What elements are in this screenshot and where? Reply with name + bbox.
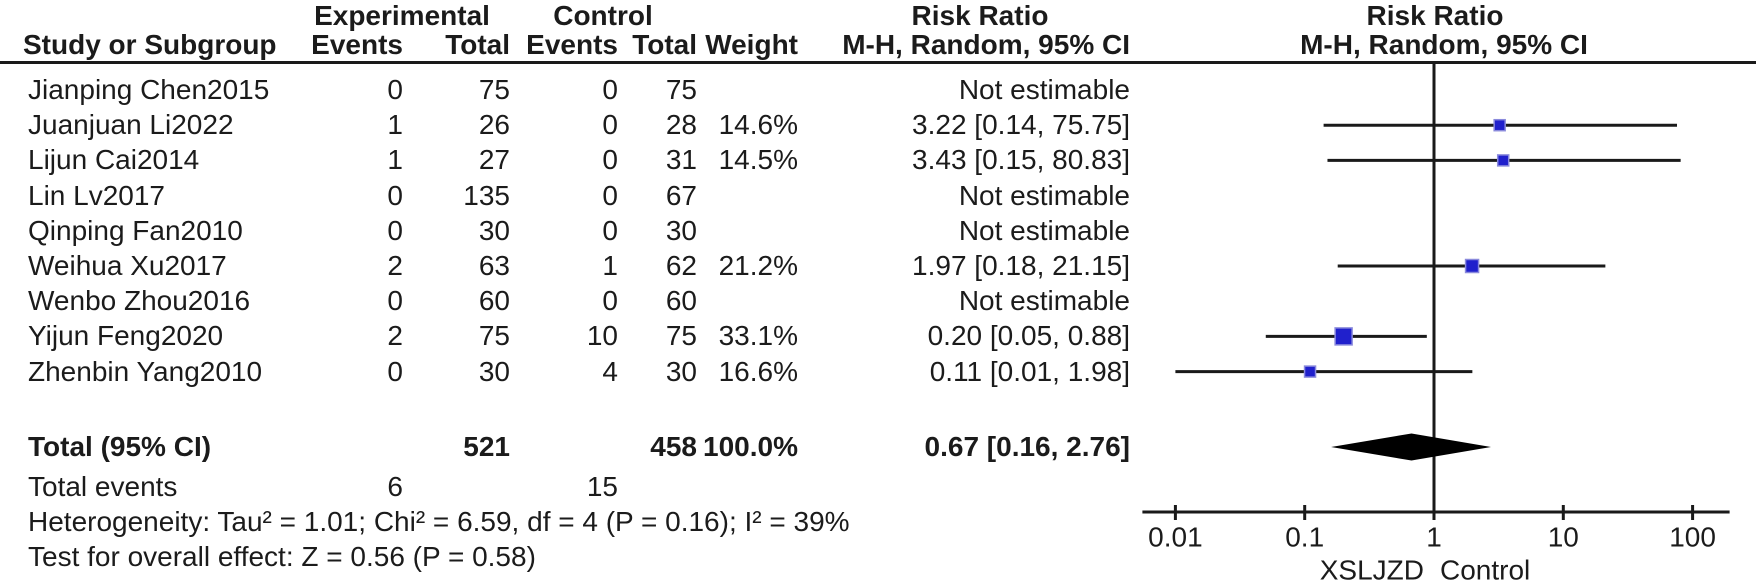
- cell-ctrl_total: 60: [665, 285, 697, 317]
- cell-exp_events: 2: [387, 320, 403, 352]
- cell-rr: 3.22 [0.14, 75.75]: [912, 109, 1130, 141]
- total-events-ctrl: 15: [586, 471, 618, 502]
- column-header-mh-ci-plot: M-H, Random, 95% CI: [1300, 29, 1588, 60]
- cell-exp_events: 1: [387, 144, 403, 176]
- cell-ctrl_events: 1: [602, 250, 618, 281]
- effect-estimate-marker: [1303, 365, 1317, 378]
- cell-weight: 14.6%: [718, 109, 798, 141]
- cell-exp_total: 60: [478, 285, 510, 317]
- study-label: Weihua Xu2017: [28, 250, 227, 281]
- effect-estimate-marker: [1334, 327, 1353, 346]
- study-label: Lin Lv2017: [28, 179, 166, 211]
- column-group-risk-ratio-text: Risk Ratio: [911, 0, 1049, 31]
- cell-rr: 1.97 [0.18, 21.15]: [912, 250, 1130, 281]
- cell-exp_total: 30: [478, 214, 510, 246]
- cell-exp_events: 0: [387, 214, 403, 246]
- study-label: Yijun Feng2020: [28, 320, 224, 352]
- axis-caption-control-group: Control: [1440, 554, 1530, 585]
- total-events-label: Total events: [28, 471, 178, 502]
- total-ctrl-total: 458: [650, 431, 697, 462]
- cell-weight: 14.5%: [718, 144, 798, 176]
- cell-exp_total: 27: [478, 144, 510, 176]
- x-axis-tick-label: 0.01: [1148, 521, 1203, 552]
- cell-exp_events: 2: [387, 250, 403, 281]
- column-header-exp-total: Total: [445, 29, 510, 60]
- column-header-ctrl-total: Total: [632, 29, 697, 60]
- cell-ctrl_events: 10: [586, 320, 618, 352]
- cell-exp_events: 0: [387, 74, 403, 105]
- cell-ctrl_total: 75: [665, 74, 697, 105]
- column-header-study: Study or Subgroup: [23, 29, 277, 60]
- column-header-ctrl-events: Events: [526, 29, 618, 60]
- heterogeneity-stats: Heterogeneity: Tau² = 1.01; Chi² = 6.59,…: [28, 506, 850, 537]
- x-axis-tick-label: 10: [1548, 521, 1579, 552]
- study-label: Wenbo Zhou2016: [28, 285, 251, 317]
- cell-rr: Not estimable: [958, 74, 1130, 105]
- cell-weight: 33.1%: [718, 320, 798, 352]
- study-label: Qinping Fan2010: [28, 214, 243, 246]
- study-label: Zhenbin Yang2010: [28, 355, 263, 387]
- total-exp-total: 521: [463, 431, 510, 462]
- cell-ctrl_total: 67: [665, 179, 697, 211]
- column-header-exp-events: Events: [311, 29, 403, 60]
- pooled-estimate-diamond: [1331, 433, 1492, 461]
- cell-exp_total: 30: [478, 355, 510, 387]
- cell-ctrl_events: 0: [602, 144, 618, 176]
- cell-exp_total: 26: [478, 109, 510, 141]
- cell-weight: 21.2%: [718, 250, 798, 281]
- cell-ctrl_total: 31: [665, 144, 697, 176]
- total-row-label: Total (95% CI): [28, 431, 212, 462]
- x-axis-tick-label: 0.1: [1285, 521, 1324, 552]
- effect-estimate-marker: [1464, 258, 1480, 274]
- cell-ctrl_events: 4: [602, 355, 618, 387]
- cell-rr: 0.20 [0.05, 0.88]: [927, 320, 1130, 352]
- cell-rr: 3.43 [0.15, 80.83]: [912, 144, 1130, 176]
- total-weight: 100.0%: [703, 431, 798, 462]
- column-group-control: Control: [553, 0, 653, 31]
- column-header-weight: Weight: [705, 29, 798, 60]
- cell-exp_events: 1: [387, 109, 403, 141]
- study-label: Lijun Cai2014: [28, 144, 200, 176]
- study-label: Juanjuan Li2022: [28, 109, 234, 141]
- study-label: Jianping Chen2015: [28, 74, 270, 105]
- cell-exp_events: 0: [387, 285, 403, 317]
- cell-exp_total: 75: [478, 74, 510, 105]
- cell-ctrl_total: 75: [665, 320, 697, 352]
- cell-rr: 0.11 [0.01, 1.98]: [929, 355, 1130, 387]
- header-divider-line: [0, 61, 1756, 64]
- total-risk-ratio: 0.67 [0.16, 2.76]: [924, 431, 1130, 462]
- cell-ctrl_events: 0: [602, 179, 618, 211]
- cell-rr: Not estimable: [958, 179, 1130, 211]
- overall-effect-test: Test for overall effect: Z = 0.56 (P = 0…: [28, 541, 536, 572]
- column-group-risk-ratio-plot: Risk Ratio: [1366, 0, 1504, 31]
- cell-rr: Not estimable: [958, 214, 1130, 246]
- axis-caption-experimental-group: XSLJZD: [1320, 554, 1424, 585]
- cell-weight: 16.6%: [718, 355, 798, 387]
- total-events-exp: 6: [387, 471, 403, 502]
- cell-exp_total: 135: [463, 179, 510, 211]
- column-header-mh-ci-text: M-H, Random, 95% CI: [842, 29, 1130, 60]
- cell-ctrl_events: 0: [602, 109, 618, 141]
- cell-exp_total: 75: [478, 320, 510, 352]
- effect-estimate-marker: [1496, 154, 1510, 167]
- cell-ctrl_events: 0: [602, 214, 618, 246]
- cell-ctrl_total: 62: [665, 250, 697, 281]
- x-axis-tick-label: 1: [1426, 521, 1442, 552]
- cell-ctrl_total: 28: [665, 109, 697, 141]
- cell-ctrl_events: 0: [602, 285, 618, 317]
- cell-ctrl_total: 30: [665, 355, 697, 387]
- cell-exp_events: 0: [387, 355, 403, 387]
- cell-ctrl_total: 30: [665, 214, 697, 246]
- cell-rr: Not estimable: [958, 285, 1130, 317]
- cell-exp_total: 63: [478, 250, 510, 281]
- cell-ctrl_events: 0: [602, 74, 618, 105]
- cell-exp_events: 0: [387, 179, 403, 211]
- effect-estimate-marker: [1493, 118, 1506, 132]
- x-axis-tick-label: 100: [1669, 521, 1716, 552]
- column-group-experimental: Experimental: [314, 0, 490, 31]
